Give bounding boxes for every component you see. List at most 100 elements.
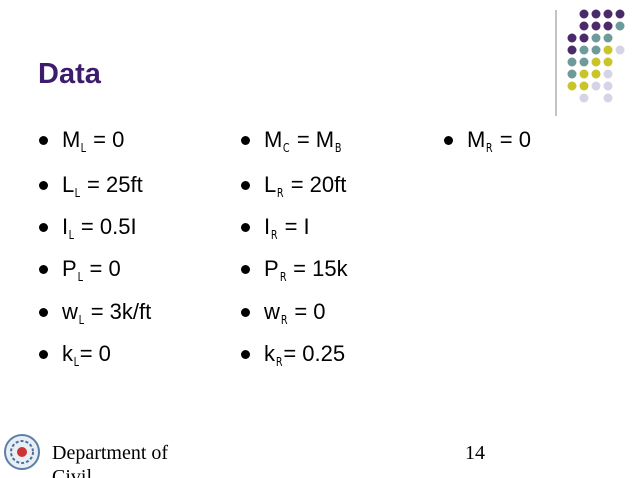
item-text: M xyxy=(62,127,81,152)
bullet xyxy=(39,181,48,190)
item-text: = 15k xyxy=(287,256,348,281)
subscript: R xyxy=(270,228,278,242)
bullet xyxy=(241,136,250,145)
item-text: = 20ft xyxy=(284,172,347,197)
dot xyxy=(591,57,601,67)
bullet xyxy=(241,181,250,190)
item-text: k xyxy=(264,341,275,366)
dot xyxy=(615,45,625,55)
dot xyxy=(579,21,589,31)
item-text: P xyxy=(264,256,279,281)
subscript: L xyxy=(80,141,87,155)
dot xyxy=(579,45,589,55)
item-text: = I xyxy=(278,214,310,239)
subscript: R xyxy=(486,141,493,155)
slide-title: Data xyxy=(38,58,101,90)
bullet-item: LL = 25ft xyxy=(62,172,143,206)
dot xyxy=(603,57,613,67)
dot xyxy=(567,69,577,79)
dot xyxy=(567,33,577,43)
item-text: M xyxy=(467,127,486,152)
bullet-item: wR = 0 xyxy=(264,299,326,333)
bullet-item: IR = I xyxy=(264,214,310,248)
item-text: = 25ft xyxy=(80,172,143,197)
subscript: L xyxy=(74,186,81,200)
item-text: = 0.25 xyxy=(283,341,346,366)
bullet xyxy=(444,136,453,145)
item-text: L xyxy=(264,172,277,197)
dot xyxy=(579,93,589,103)
item-text: k xyxy=(62,341,73,366)
subscript: L xyxy=(77,270,83,284)
subscript: R xyxy=(277,186,284,200)
bullet xyxy=(241,265,250,274)
subscript: R xyxy=(275,355,283,369)
footer-department: Department of xyxy=(52,442,169,464)
bullet-item: wL = 3k/ft xyxy=(62,299,151,333)
item-text: w xyxy=(62,299,78,324)
dot xyxy=(567,57,577,67)
item-text: = 0 xyxy=(79,341,111,366)
item-text: I xyxy=(62,214,69,239)
item-text: = 0 xyxy=(87,127,125,152)
item-text: = 0 xyxy=(288,299,326,324)
item-text: L xyxy=(62,172,75,197)
bullet xyxy=(39,223,48,232)
page-number: 14 xyxy=(465,442,485,464)
dot xyxy=(579,33,589,43)
dot-grid xyxy=(567,9,625,103)
dot xyxy=(579,69,589,79)
item-text: = 3k/ft xyxy=(84,299,152,324)
subscript: R xyxy=(280,313,288,327)
bullet-item: MC = MB xyxy=(264,127,342,161)
dot xyxy=(579,57,589,67)
bullet xyxy=(39,136,48,145)
dot xyxy=(603,21,613,31)
dot xyxy=(591,69,601,79)
dot xyxy=(591,33,601,43)
bullet xyxy=(39,265,48,274)
bullet-item: LR = 20ft xyxy=(264,172,346,206)
dot xyxy=(591,81,601,91)
bullet-item: IL = 0.5I xyxy=(62,214,137,248)
item-text: = 0 xyxy=(493,127,531,152)
item-text: = M xyxy=(290,127,335,152)
dot xyxy=(603,33,613,43)
bullet xyxy=(241,350,250,359)
dot xyxy=(615,21,625,31)
dot xyxy=(603,81,613,91)
subscript: R xyxy=(279,270,287,284)
item-text: I xyxy=(264,214,271,239)
dot xyxy=(579,81,589,91)
bullet xyxy=(39,308,48,317)
bullet-item: kL= 0 xyxy=(62,341,111,375)
item-text: P xyxy=(62,256,77,281)
dot xyxy=(615,9,625,19)
item-text: = 0 xyxy=(83,256,121,281)
logo xyxy=(4,434,40,470)
dot xyxy=(591,21,601,31)
bullet-item: kR= 0.25 xyxy=(264,341,345,375)
subscript: B xyxy=(334,141,342,155)
item-text: M xyxy=(264,127,283,152)
bullet xyxy=(241,308,250,317)
dot xyxy=(591,45,601,55)
dot xyxy=(567,45,577,55)
bullet-item: MR = 0 xyxy=(467,127,531,161)
bullet-item: PL = 0 xyxy=(62,256,121,290)
subscript: L xyxy=(73,355,80,369)
dot xyxy=(579,9,589,19)
subscript: L xyxy=(78,313,84,327)
item-text: w xyxy=(264,299,280,324)
bullet xyxy=(241,223,250,232)
dot xyxy=(603,93,613,103)
dot xyxy=(603,69,613,79)
footer-department-line2: Civil xyxy=(52,466,93,478)
bullet xyxy=(39,350,48,359)
dot xyxy=(603,45,613,55)
dot xyxy=(591,9,601,19)
dot xyxy=(603,9,613,19)
bullet-item: ML = 0 xyxy=(62,127,124,161)
